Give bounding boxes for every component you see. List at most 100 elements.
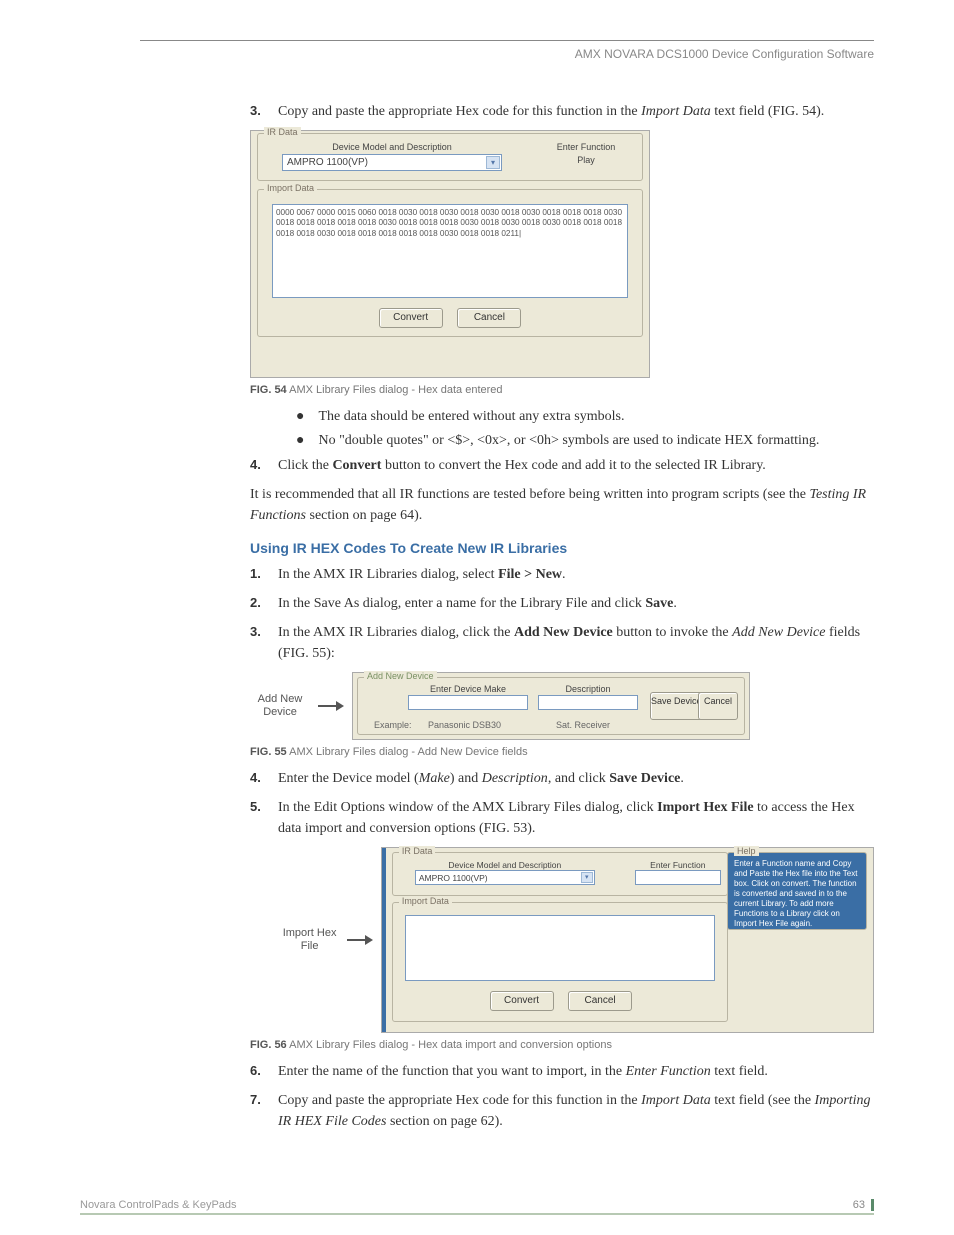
- bullet-text: The data should be entered without any e…: [318, 406, 624, 427]
- step-num: 1.: [250, 564, 264, 585]
- step-num: 7.: [250, 1090, 264, 1132]
- callout-line: Device: [263, 706, 297, 718]
- text-bold: Save: [645, 596, 673, 611]
- text-bold: Add New Device: [514, 625, 613, 640]
- arrow-icon: [318, 700, 344, 712]
- callout-line: Import Hex: [283, 927, 337, 939]
- new-step-5: 5. In the Edit Options window of the AMX…: [250, 797, 874, 839]
- section-heading: Using IR HEX Codes To Create New IR Libr…: [250, 540, 874, 556]
- text: It is recommended that all IR functions …: [250, 487, 809, 502]
- recommendation-para: It is recommended that all IR functions …: [250, 484, 874, 526]
- page-footer: Novara ControlPads & KeyPads 63: [80, 1199, 874, 1211]
- example-desc: Sat. Receiver: [556, 720, 610, 730]
- figure-54-caption: FIG. 54 AMX Library Files dialog - Hex d…: [250, 384, 874, 396]
- footer-left: Novara ControlPads & KeyPads: [80, 1199, 237, 1211]
- cancel-button[interactable]: Cancel: [698, 692, 738, 720]
- caption-text: AMX Library Files dialog - Add New Devic…: [287, 746, 528, 758]
- convert-button[interactable]: Convert: [379, 308, 443, 328]
- text: button to invoke the: [613, 625, 732, 640]
- text: Copy and paste the appropriate Hex code …: [278, 104, 641, 119]
- page-header: AMX NOVARA DCS1000 Device Configuration …: [140, 47, 874, 61]
- text: In the AMX IR Libraries dialog, select: [278, 567, 498, 582]
- caption-text: AMX Library Files dialog - Hex data impo…: [287, 1039, 612, 1051]
- function-header: Enter Function: [536, 142, 636, 152]
- step-num: 3.: [250, 622, 264, 664]
- text-bold: Convert: [332, 458, 381, 473]
- description-input[interactable]: [538, 695, 638, 710]
- text-italic: Description: [482, 771, 548, 786]
- text: .: [680, 771, 684, 786]
- text: Enter the Device model (: [278, 771, 419, 786]
- text: Copy and paste the appropriate Hex code …: [278, 1093, 641, 1108]
- text: text field (FIG. 54).: [711, 104, 825, 119]
- text: In the Edit Options window of the AMX Li…: [278, 800, 657, 815]
- bullet-icon: ●: [296, 430, 304, 451]
- text-italic: Enter Function: [626, 1064, 711, 1079]
- figure-56: Import Hex File IR Data Device Model and…: [250, 847, 874, 1033]
- caption-bold: FIG. 55: [250, 746, 287, 758]
- step-4: 4. Click the Convert button to convert t…: [250, 455, 874, 476]
- text: , and click: [548, 771, 609, 786]
- model-header: Device Model and Description: [282, 142, 502, 152]
- cancel-button[interactable]: Cancel: [457, 308, 521, 328]
- callout-line: Add New: [258, 693, 303, 705]
- make-header: Enter Device Make: [408, 684, 528, 694]
- caption-text: AMX Library Files dialog - Hex data ente…: [287, 384, 503, 396]
- text-italic: Make: [419, 771, 450, 786]
- new-step-2: 2. In the Save As dialog, enter a name f…: [250, 593, 874, 614]
- bullet-icon: ●: [296, 406, 304, 427]
- new-step-1: 1. In the AMX IR Libraries dialog, selec…: [250, 564, 874, 585]
- step-num: 6.: [250, 1061, 264, 1082]
- bullet-1: ● The data should be entered without any…: [296, 406, 874, 427]
- text-italic: Import Data: [641, 1093, 711, 1108]
- figure-56-caption: FIG. 56 AMX Library Files dialog - Hex d…: [250, 1039, 874, 1051]
- figure-55-caption: FIG. 55 AMX Library Files dialog - Add N…: [250, 746, 874, 758]
- step-num: 3.: [250, 101, 264, 122]
- combo-value: AMPRO 1100(VP): [287, 157, 368, 168]
- example-make: Panasonic DSB30: [428, 720, 501, 730]
- text: Enter the name of the function that you …: [278, 1064, 626, 1079]
- hex-textarea[interactable]: [405, 915, 715, 981]
- chevron-down-icon[interactable]: ▾: [486, 156, 500, 169]
- step-num: 2.: [250, 593, 264, 614]
- example-label: Example:: [374, 720, 412, 730]
- step-3: 3. Copy and paste the appropriate Hex co…: [250, 101, 874, 122]
- figure-55: Add New Device Add New Device Enter Devi…: [250, 672, 874, 740]
- bullet-2: ● No "double quotes" or <$>, <0x>, or <0…: [296, 430, 874, 451]
- description-header: Description: [538, 684, 638, 694]
- hex-textarea[interactable]: 0000 0067 0000 0015 0060 0018 0030 0018 …: [272, 204, 628, 298]
- model-combo[interactable]: AMPRO 1100(VP) ▾: [282, 154, 502, 171]
- convert-button[interactable]: Convert: [490, 991, 554, 1011]
- model-header: Device Model and Description: [415, 860, 595, 870]
- chevron-down-icon[interactable]: ▾: [581, 872, 593, 883]
- text-bold: File > New: [498, 567, 562, 582]
- step-num: 4.: [250, 455, 264, 476]
- page-number: 63: [853, 1199, 874, 1211]
- help-text: Enter a Function name and Copy and Paste…: [728, 853, 866, 935]
- function-header: Enter Function: [635, 860, 721, 870]
- text: Click the: [278, 458, 332, 473]
- arrow-icon: [347, 934, 373, 946]
- text: text field.: [711, 1064, 768, 1079]
- function-input[interactable]: [635, 870, 721, 885]
- step-num: 5.: [250, 797, 264, 839]
- text-italic: Import Data: [641, 104, 711, 119]
- text: text field (see the: [711, 1093, 815, 1108]
- make-input[interactable]: [408, 695, 528, 710]
- model-combo[interactable]: AMPRO 1100(VP) ▾: [415, 870, 595, 885]
- cancel-button[interactable]: Cancel: [568, 991, 632, 1011]
- new-step-4: 4. Enter the Device model (Make) and Des…: [250, 768, 874, 789]
- groupbox-label: Import Data: [399, 896, 452, 906]
- text: In the AMX IR Libraries dialog, click th…: [278, 625, 514, 640]
- footer-rule: [80, 1213, 874, 1215]
- callout-line: File: [301, 940, 319, 952]
- groupbox-label: Add New Device: [364, 671, 437, 681]
- groupbox-label: Import Data: [264, 183, 317, 193]
- text: button to convert the Hex code and add i…: [381, 458, 765, 473]
- groupbox-label: Help: [734, 846, 759, 856]
- text-italic: Add New Device: [732, 625, 825, 640]
- new-step-3: 3. In the AMX IR Libraries dialog, click…: [250, 622, 874, 664]
- new-step-7: 7. Copy and paste the appropriate Hex co…: [250, 1090, 874, 1132]
- caption-bold: FIG. 56: [250, 1039, 287, 1051]
- groupbox-label: IR Data: [399, 846, 436, 856]
